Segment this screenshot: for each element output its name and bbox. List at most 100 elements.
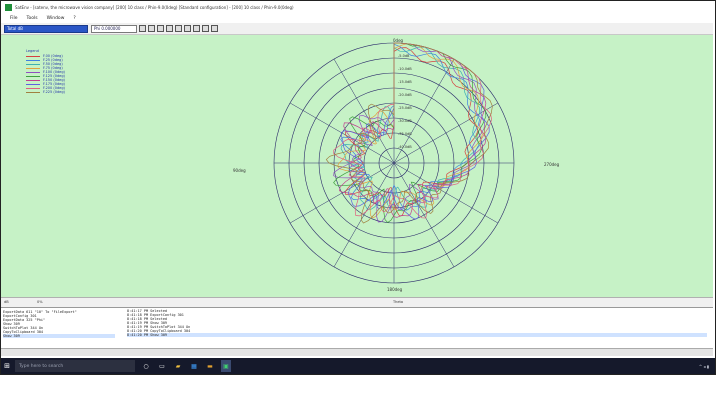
menu-tools[interactable]: Tools [26,16,38,21]
legend-label: F.150 (0deg) [43,78,65,82]
cut-select[interactable]: Phi 0.000000 [91,24,137,33]
store-icon[interactable]: ▦ [191,362,197,370]
polar-ring-label: -40.0dB [398,145,412,149]
legend-item: F.125 (0deg) [26,74,65,78]
legend: Legend F.00 (0deg) F.25 (0deg) F.50 (0deg)… [26,49,65,94]
console-line: ExportData 325 "Phi" [3,318,46,322]
polar-grid-spoke [393,162,455,268]
axis-theta-label: Theta [393,300,404,304]
export-icon[interactable] [184,25,191,32]
legend-label: F.175 (0deg) [43,82,65,86]
taskbar-search-input[interactable]: Type here to search [15,360,135,372]
console-line: 8:41:17 PM Selected [127,309,168,313]
windows-taskbar: ⊞ Type here to search ○ ▭ ▰ ▦ ▬ ▣ ^ ◂ ▮ [1,358,715,374]
legend-item: F.100 (0deg) [26,70,65,74]
file-explorer-icon[interactable]: ▰ [175,362,181,370]
cartesian-plot-icon[interactable] [175,25,182,32]
search-placeholder: Type here to search [19,363,64,369]
angle-label-right: 270deg [544,162,560,167]
console-line: 8:41:18 PM Selected [127,317,168,321]
polar-plot-area[interactable]: Legend F.00 (0deg) F.25 (0deg) F.50 (0deg)… [1,35,713,297]
legend-item: F.50 (0deg) [26,62,65,66]
legend-item: F.25 (0deg) [26,58,65,62]
menu-file[interactable]: File [10,16,18,21]
legend-title: Legend [26,49,39,53]
console-line: 8:41:20 PM CopyToClipboard 304 [127,329,191,333]
console-line: 8:41:19 PM SwitchToPlot 344 On [127,325,191,329]
polar-ring-label: -10.0dB [398,67,412,71]
legend-item: F.225 (0deg) [26,90,65,94]
polar-ring-label: -15.0dB [398,80,412,84]
settings-icon[interactable] [211,25,218,32]
polar-grid-spoke [333,58,395,164]
command-history: ExportData 611 "10" To "FileExport" Expor… [3,310,115,338]
legend-label: F.125 (0deg) [43,74,65,78]
legend-swatch [26,71,40,73]
polar-ring-label: -35.0dB [398,132,412,136]
angle-label-top: 0deg [393,38,404,43]
polar-grid-spoke [393,162,499,224]
pattern-trace [339,42,487,218]
command-console[interactable]: ExportData 611 "10" To "FileExport" Expor… [1,307,713,348]
polar-ring-label: -20.0dB [398,93,412,97]
polar-plot-icon[interactable] [166,25,173,32]
quantity-select[interactable]: Total dB [4,24,88,33]
legend-swatch [26,63,40,65]
polar-grid-spoke [289,162,395,224]
menu-bar: File Tools Window ? [1,14,713,23]
polar-chart: 0deg 270deg 180deg 90deg -5.0dB -10.0dB -1… [233,38,560,292]
print-icon[interactable] [202,25,209,32]
cortana-icon[interactable]: ○ [143,362,149,370]
app-window: SatEnv - [satenv, the microwave vision c… [0,0,716,375]
angle-label-left: 90deg [233,168,246,173]
app-folder-icon[interactable]: ▬ [207,362,213,370]
legend-swatch [26,67,40,69]
console-line: Show 309 [3,322,20,326]
console-line: 8:41:18 PM ExportConfig 301 [127,313,184,317]
console-line: SwitchToPlot 344 On [3,326,44,330]
legend-label: F.225 (0deg) [43,90,65,94]
legend-label: F.50 (0deg) [43,62,63,66]
polar-ring-label: -5.0dB [398,54,410,58]
legend-swatch [26,59,40,61]
legend-swatch [26,55,40,57]
legend-label: F.100 (0deg) [43,70,65,74]
legend-swatch [26,79,40,81]
legend-swatch [26,91,40,93]
legend-swatch [26,75,40,77]
satenv-app-icon[interactable]: ▣ [221,360,231,372]
legend-item: F.00 (0deg) [26,54,65,58]
axis-unit-label: dB [4,300,9,304]
legend-swatch [26,83,40,85]
task-view-icon[interactable]: ▭ [159,362,165,370]
copy-icon[interactable] [193,25,200,32]
polar-ring-label: -30.0dB [398,119,412,123]
zoom-in-icon[interactable] [139,25,146,32]
console-line: ExportData 611 "10" To "FileExport" [3,310,77,314]
app-icon [5,4,12,11]
legend-label: F.25 (0deg) [43,58,63,62]
polar-grid-spoke [333,162,395,268]
legend-item: F.75 (0deg) [26,66,65,70]
legend-item: F.150 (0deg) [26,78,65,82]
console-line: 8:41:20 PM Show 309 [127,333,707,337]
polar-grid-spoke [393,58,455,164]
console-line: ExportConfig 301 [3,314,37,318]
zoom-out-icon[interactable] [148,25,155,32]
command-log: 8:41:17 PM Selected 8:41:18 PM ExportConf… [127,309,707,337]
title-bar: SatEnv - [satenv, the microwave vision c… [1,1,713,14]
menu-help[interactable]: ? [73,16,76,21]
pattern-trace [333,42,486,223]
console-line: CopyToClipboard 304 [3,330,44,334]
legend-swatch [26,87,40,89]
pattern-trace [333,42,487,223]
menu-window[interactable]: Window [46,16,65,21]
system-tray[interactable]: ^ ◂ ▮ [698,363,709,369]
windows-start-icon[interactable]: ⊞ [4,362,10,370]
legend-item: F.200 (0deg) [26,86,65,90]
pattern-trace [325,42,493,224]
grid-icon[interactable] [157,25,164,32]
pattern-trace [337,43,483,219]
pattern-trace [333,42,493,219]
axis-info-bar: dB 0% Theta [1,297,713,307]
